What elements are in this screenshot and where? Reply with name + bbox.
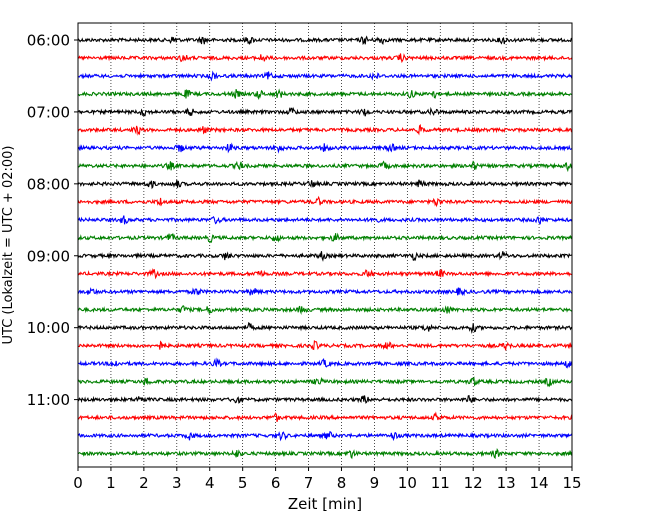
- x-tick-label: 2: [139, 474, 149, 492]
- trace-1130: [77, 431, 573, 442]
- trace-0915: [77, 267, 573, 280]
- trace-1015: [77, 339, 573, 351]
- x-axis-ticks: 0 1 2 3 4 5 6 7 8 9 10 11 12 13 14 15: [73, 467, 582, 492]
- trace-1115: [77, 411, 573, 422]
- y-tick-label: 08:00: [27, 175, 70, 193]
- x-tick-label: 5: [238, 474, 248, 492]
- y-tick-label: 10:00: [27, 319, 70, 337]
- x-tick-label: 15: [562, 474, 581, 492]
- x-tick-label: 7: [304, 474, 314, 492]
- x-tick-label: 1: [106, 474, 116, 492]
- x-axis-label: Zeit [min]: [288, 495, 362, 513]
- trace-0645: [77, 88, 573, 101]
- trace-1045: [77, 376, 573, 388]
- trace-1030: [77, 357, 573, 369]
- trace-group: [77, 35, 573, 460]
- x-tick-label: 11: [431, 474, 450, 492]
- trace-0700: [77, 106, 573, 117]
- trace-0830: [77, 215, 573, 225]
- trace-0745: [77, 160, 573, 173]
- trace-0730: [77, 142, 573, 154]
- grid-lines: [110, 23, 540, 467]
- trace-0715: [77, 123, 573, 136]
- y-axis-label: UTC (Lokalzeit = UTC + 02:00): [1, 146, 16, 345]
- trace-0800: [77, 179, 573, 190]
- trace-0615: [77, 53, 573, 64]
- trace-1000: [77, 321, 573, 334]
- x-tick-label: 12: [464, 474, 483, 492]
- trace-0815: [77, 195, 573, 208]
- y-axis-ticks: 06:00 07:00 08:00 09:00 10:00 11:00: [27, 32, 78, 409]
- x-tick-label: 0: [73, 474, 83, 492]
- y-tick-label: 06:00: [27, 32, 70, 50]
- x-tick-label: 13: [497, 474, 516, 492]
- trace-1145: [77, 448, 573, 460]
- y-tick-label: 11:00: [27, 391, 70, 409]
- trace-0630: [77, 70, 573, 82]
- x-tick-label: 4: [205, 474, 215, 492]
- trace-1100: [77, 394, 573, 404]
- trace-0900: [77, 251, 573, 262]
- x-tick-label: 10: [398, 474, 417, 492]
- y-tick-label: 09:00: [27, 247, 70, 265]
- plot-frame: [77, 22, 573, 468]
- x-tick-label: 9: [370, 474, 380, 492]
- x-tick-label: 14: [530, 474, 549, 492]
- trace-0930: [77, 287, 573, 297]
- x-tick-label: 3: [172, 474, 182, 492]
- x-tick-label: 8: [337, 474, 347, 492]
- y-tick-label: 07:00: [27, 103, 70, 121]
- trace-0600: [77, 35, 573, 46]
- x-tick-label: 6: [271, 474, 281, 492]
- trace-0845: [77, 232, 573, 244]
- trace-0945: [78, 305, 573, 315]
